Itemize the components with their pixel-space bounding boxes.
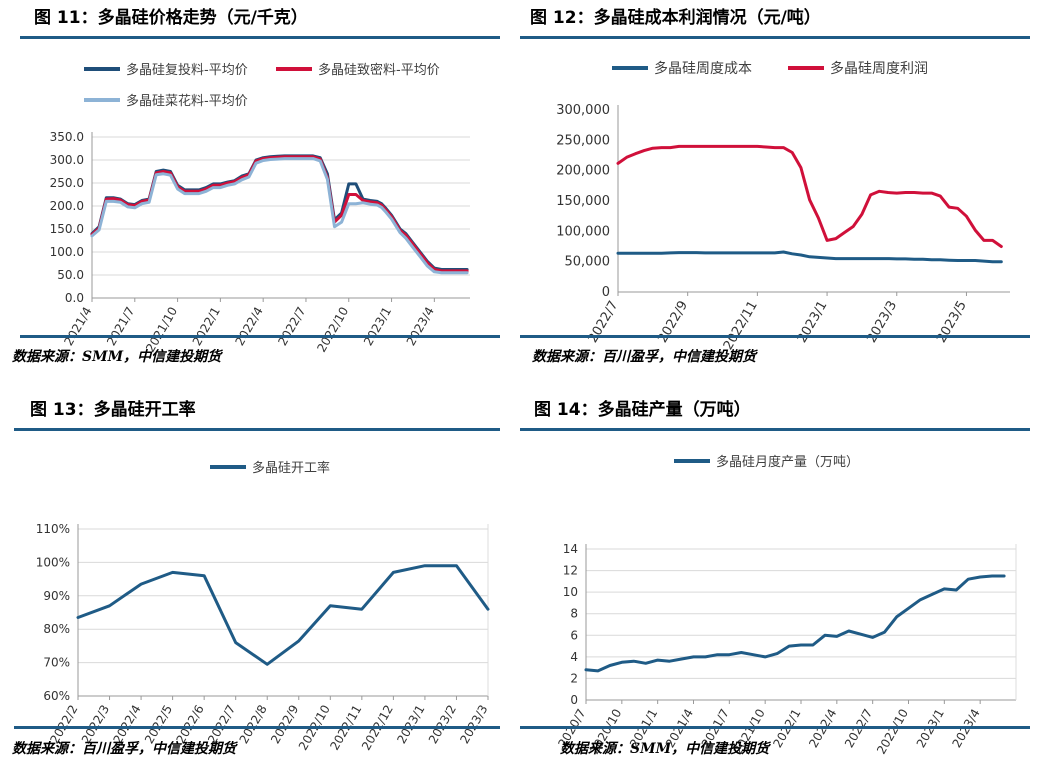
series-line — [616, 144, 1003, 248]
series-line — [90, 157, 469, 275]
y-tick-label: 0.0 — [65, 291, 84, 305]
x-tick-label: 2022/9 — [268, 703, 301, 747]
y-tick-label: 50.0 — [57, 268, 84, 282]
y-tick-label: 6 — [570, 628, 578, 642]
y-tick-label: 0 — [602, 285, 610, 300]
y-tick-label: 200.0 — [50, 199, 84, 213]
y-tick-label: 90% — [43, 589, 70, 603]
x-tick-label: 2023/1 — [795, 299, 831, 346]
y-tick-label: 10 — [563, 585, 578, 599]
y-tick-label: 70% — [43, 656, 70, 670]
legend-label: 多晶硅月度产量（万吨） — [716, 454, 859, 470]
source-14: 数据来源：SMM，中信建投期货 — [560, 741, 770, 757]
source-rule-13 — [14, 726, 500, 729]
operating-rate-chart: 60%70%80%90%100%110%2022/22022/32022/420… — [36, 460, 491, 753]
source-13: 数据来源：百川盈孚，中信建投期货 — [12, 741, 236, 757]
y-tick-label: 12 — [563, 564, 578, 578]
chart-title-11: 图 11：多晶硅价格走势（元/千克） — [34, 8, 308, 28]
y-tick-label: 100% — [36, 555, 70, 569]
y-tick-label: 300,000 — [556, 103, 610, 118]
series-line — [76, 564, 490, 666]
x-tick-label: 2023/4 — [404, 305, 437, 349]
x-tick-label: 2023/1 — [361, 305, 394, 349]
y-tick-label: 8 — [570, 607, 578, 621]
y-tick-label: 300.0 — [50, 153, 84, 167]
y-tick-label: 14 — [563, 542, 578, 556]
x-tick-label: 2022/7 — [586, 299, 622, 346]
price-trend-chart: 0.0 50.0 100.0 150.0 200.0 250.0 300.0 350.0 202… — [50, 62, 470, 355]
series-line — [584, 574, 1006, 673]
y-tick-label: 150.0 — [50, 222, 84, 236]
legend-label: 多晶硅周度利润 — [830, 60, 928, 77]
source-12: 数据来源：百川盈孚，中信建投期货 — [532, 349, 756, 365]
series-line — [616, 250, 1003, 264]
y-tick-label: 250,000 — [556, 133, 610, 148]
x-tick-label: 2023/5 — [934, 299, 970, 346]
y-tick-label: 60% — [43, 689, 70, 703]
panel-12: 图 12：多晶硅成本利润情况（元/吨） 0 50,000 100,000 150,00… — [520, 0, 1030, 380]
y-tick-label: 4 — [570, 650, 578, 664]
y-tick-label: 0 — [570, 693, 578, 707]
y-tick-label: 50,000 — [565, 255, 611, 270]
chart-title-14: 图 14：多晶硅产量（万吨） — [534, 400, 751, 420]
y-tick-label: 100,000 — [556, 224, 610, 239]
x-tick-label: 2022/10 — [314, 305, 351, 355]
y-tick-label: 100.0 — [50, 245, 84, 259]
x-tick-label: 2023/3 — [457, 703, 490, 747]
title-rule-12 — [520, 36, 1030, 39]
legend-label: 多晶硅复投料-平均价 — [126, 62, 248, 78]
x-tick-label: 2021/4 — [61, 305, 94, 349]
panel-13: 图 13：多晶硅开工率 60% 70% 80% 90% 100% 110% 2022/2 20… — [0, 385, 506, 766]
series-line — [90, 155, 469, 273]
cost-profit-chart: 0 50,000 100,000 150,000 200,000 250,000 300,0… — [556, 60, 1010, 353]
y-tick-label: 350.0 — [50, 130, 84, 144]
y-tick-label: 2 — [570, 671, 578, 685]
title-rule-13 — [14, 428, 500, 431]
x-tick-label: 2022/7 — [275, 305, 308, 349]
source-11: 数据来源：SMM，中信建投期货 — [12, 349, 222, 365]
chart-title-12: 图 12：多晶硅成本利润情况（元/吨） — [530, 8, 821, 28]
panel-14: 图 14：多晶硅产量（万吨） 0 2 4 6 8 10 12 14 2020/7 2020/10 2… — [520, 385, 1030, 766]
y-tick-label: 250.0 — [50, 176, 84, 190]
x-tick-label: 2023/1 — [394, 703, 427, 747]
legend-label: 多晶硅周度成本 — [654, 60, 752, 77]
x-tick-label: 2022/11 — [721, 299, 761, 353]
x-tick-label: 2022/1 — [190, 305, 223, 349]
x-tick-label: 2023/2 — [426, 703, 459, 747]
x-tick-label: 2021/7 — [104, 305, 137, 349]
y-tick-label: 80% — [43, 622, 70, 636]
legend-label: 多晶硅致密料-平均价 — [318, 62, 440, 78]
source-rule-14 — [520, 726, 1030, 729]
source-rule-11 — [20, 335, 500, 338]
title-rule-14 — [520, 428, 1030, 431]
x-tick-label: 2022/10 — [874, 707, 911, 757]
x-tick-label: 2022/8 — [237, 703, 270, 747]
y-tick-label: 200,000 — [556, 164, 610, 179]
legend-label: 多晶硅菜花料-平均价 — [126, 93, 248, 109]
source-rule-12 — [520, 335, 1030, 338]
title-rule-11 — [20, 36, 500, 39]
legend-label: 多晶硅开工率 — [252, 460, 330, 476]
y-tick-label: 150,000 — [556, 194, 610, 209]
x-tick-label: 2022/4 — [233, 305, 266, 349]
x-tick-label: 2022/9 — [655, 299, 691, 346]
y-tick-label: 110% — [36, 522, 70, 536]
x-tick-label: 2023/3 — [864, 299, 900, 346]
chart-title-13: 图 13：多晶硅开工率 — [30, 400, 196, 420]
panel-11: 图 11：多晶硅价格走势（元/千克） 0.0 50.0 100.0 150.0 200.… — [0, 0, 506, 380]
